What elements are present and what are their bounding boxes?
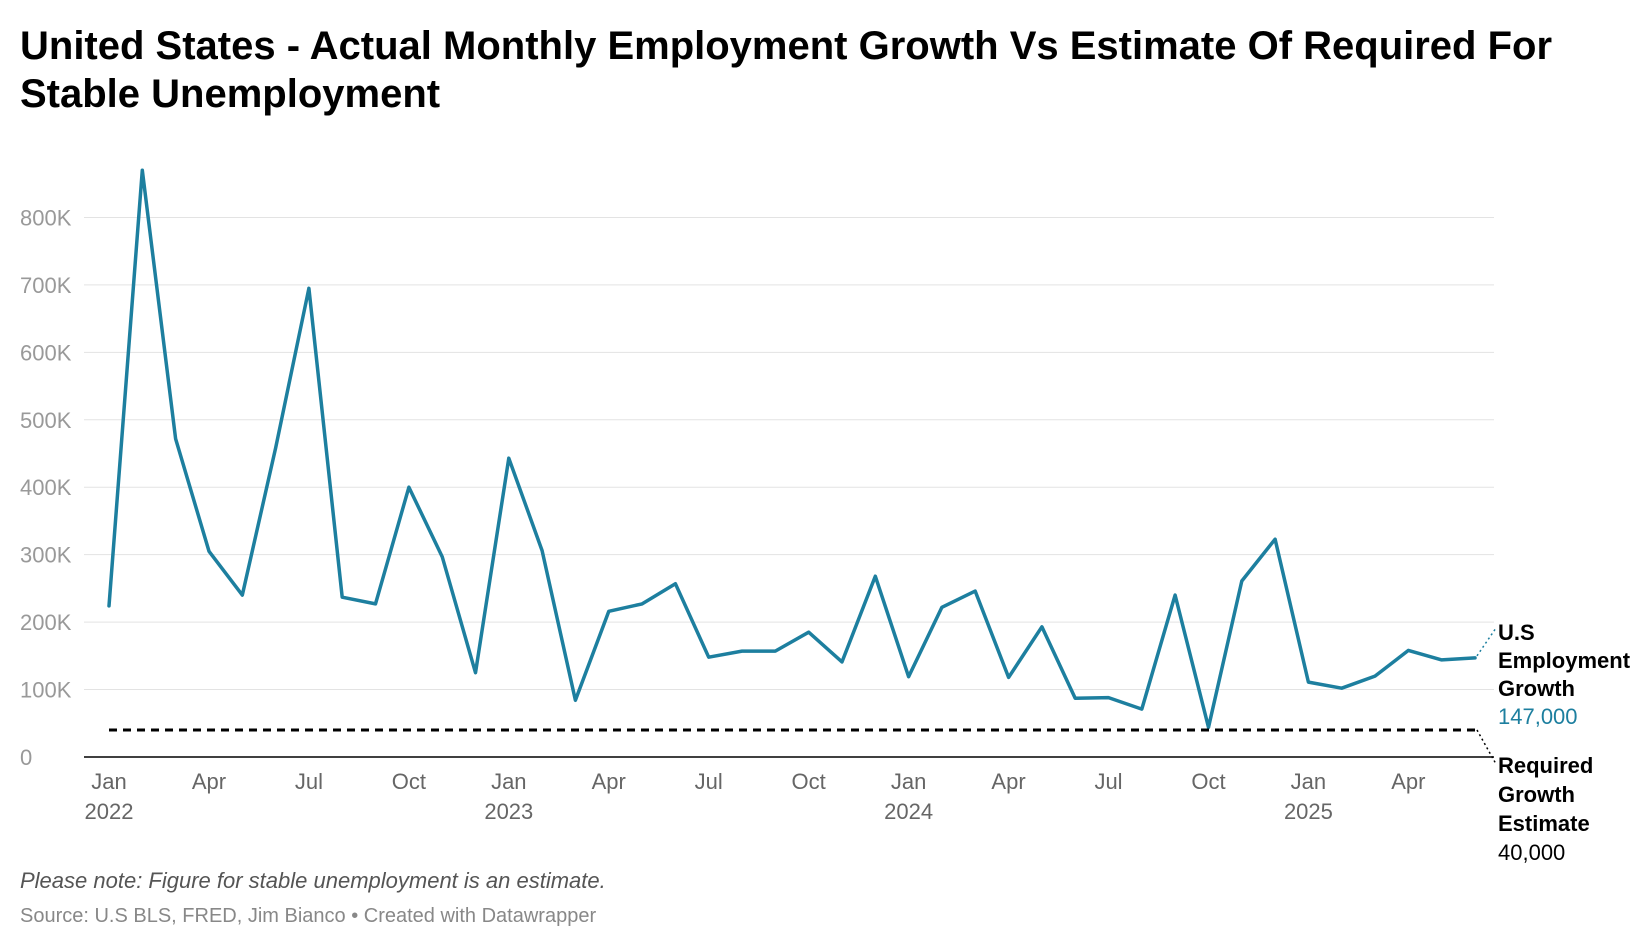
x-tick-label: Jul	[1094, 769, 1122, 794]
employment-series-label: U.S	[1498, 620, 1535, 645]
chart-source: Source: U.S BLS, FRED, Jim Bianco • Crea…	[20, 905, 597, 927]
required-series-label: Growth	[1498, 782, 1575, 807]
required-value-label: 40,000	[1498, 840, 1565, 865]
x-tick-label: Apr	[991, 769, 1025, 794]
required-series-label: Estimate	[1498, 811, 1590, 836]
x-tick-year-label: 2022	[85, 799, 134, 824]
y-tick-label: 100K	[20, 678, 72, 703]
x-tick-year-label: 2023	[484, 799, 533, 824]
employment-growth-line	[107, 168, 1477, 730]
y-tick-label: 600K	[20, 340, 72, 365]
employment-label-connector	[1476, 627, 1497, 657]
x-tick-label: Oct	[792, 769, 826, 794]
chart-note: Please note: Figure for stable unemploym…	[20, 868, 606, 893]
employment-series-label: Growth	[1498, 676, 1575, 701]
required-label-connector	[1476, 729, 1497, 765]
y-axis-ticks: 0 100K 200K 300K 400K 500K 600K 700K 800K	[20, 205, 72, 770]
x-tick-year-label: 2024	[884, 799, 933, 824]
x-tick-label: Jul	[295, 769, 323, 794]
x-tick-label: Jan	[1291, 769, 1326, 794]
x-tick-label: Oct	[392, 769, 426, 794]
series-end-labels: U.S Employment Growth 147,000 Required Growth…	[1476, 620, 1631, 865]
x-tick-label: Jul	[695, 769, 723, 794]
y-tick-label: 200K	[20, 610, 72, 635]
y-tick-label: 400K	[20, 475, 72, 500]
y-tick-label: 700K	[20, 273, 72, 298]
x-tick-year-label: 2025	[1284, 799, 1333, 824]
series-lines	[107, 168, 1477, 732]
x-tick-label: Oct	[1191, 769, 1225, 794]
y-tick-label: 300K	[20, 543, 72, 568]
y-tick-label: 800K	[20, 205, 72, 230]
x-tick-label: Apr	[592, 769, 626, 794]
x-axis-ticks: Jan 2022 Apr Jul Oct Jan 2023 Apr Jul Oct Jan 2024 A…	[85, 769, 1426, 824]
gridlines	[84, 216, 1494, 758]
x-tick-label: Apr	[1391, 769, 1425, 794]
x-tick-label: Jan	[91, 769, 126, 794]
employment-value-label: 147,000	[1498, 704, 1578, 729]
required-series-label: Required	[1498, 753, 1593, 778]
x-tick-label: Apr	[192, 769, 226, 794]
y-tick-label: 500K	[20, 408, 72, 433]
chart-title: United States - Actual Monthly Employmen…	[20, 24, 1553, 116]
employment-series-label: Employment	[1498, 648, 1631, 673]
x-tick-label: Jan	[891, 769, 926, 794]
y-tick-label: 0	[20, 745, 32, 770]
x-tick-label: Jan	[491, 769, 526, 794]
